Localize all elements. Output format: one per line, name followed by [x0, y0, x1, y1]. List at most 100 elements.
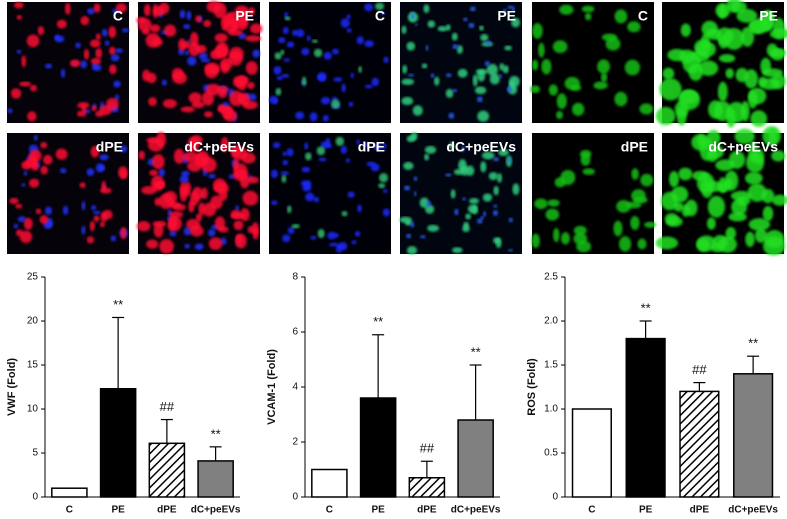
- x-tick-label: PE: [639, 505, 653, 516]
- cell: [556, 110, 564, 120]
- cell: [91, 105, 97, 112]
- cell: [474, 86, 487, 95]
- cell: [366, 161, 376, 167]
- cell: [696, 235, 717, 252]
- cell: [553, 227, 560, 243]
- cell: [7, 108, 13, 114]
- cell: [668, 170, 679, 188]
- x-tick-label: dPE: [417, 505, 437, 516]
- cell: [54, 34, 60, 41]
- cell: [210, 49, 222, 60]
- cell: [401, 25, 407, 34]
- y-tick-label: 25: [27, 272, 39, 283]
- bar: [197, 460, 234, 498]
- cell: [90, 57, 102, 65]
- cell: [161, 79, 167, 86]
- cell: [597, 59, 611, 74]
- cell: [220, 57, 233, 71]
- cell: [456, 45, 463, 54]
- cell: [750, 110, 768, 127]
- cell: [728, 212, 747, 222]
- cell: [676, 106, 687, 126]
- cell: [301, 47, 310, 56]
- cell: [21, 160, 32, 170]
- cell: [401, 78, 415, 86]
- bar: [311, 468, 348, 498]
- x-tick-label: PE: [371, 505, 385, 516]
- cell: [462, 197, 466, 201]
- significance-label: **: [748, 336, 758, 351]
- cell: [200, 157, 217, 173]
- cell: [713, 100, 732, 122]
- cell: [29, 149, 42, 162]
- cell: [707, 195, 726, 218]
- cell: [60, 167, 67, 174]
- cell: [412, 105, 423, 116]
- cell: [593, 81, 608, 90]
- panel-label: dPE: [96, 139, 123, 155]
- cell: [302, 185, 312, 192]
- y-tick-label: 15: [27, 360, 39, 371]
- cell: [286, 205, 292, 214]
- cell: [92, 210, 101, 215]
- cell: [371, 77, 380, 87]
- cell: [89, 220, 96, 232]
- cell: [374, 2, 385, 11]
- cell: [56, 19, 67, 29]
- cell: [401, 96, 414, 106]
- panel-background: [400, 2, 522, 123]
- cell: [502, 8, 507, 14]
- cell: [17, 216, 27, 223]
- cell: [481, 151, 495, 160]
- cell: [448, 112, 455, 119]
- cell: [316, 146, 326, 156]
- cell: [458, 159, 467, 172]
- cell: [538, 42, 545, 58]
- cell: [208, 67, 220, 74]
- cell: [317, 228, 325, 239]
- cell: [736, 8, 758, 23]
- cell: [207, 229, 216, 237]
- cell: [169, 230, 177, 237]
- cell: [762, 236, 786, 256]
- cell: [95, 47, 103, 59]
- cell: [340, 145, 348, 154]
- cell: [273, 65, 282, 75]
- cell: [194, 243, 204, 250]
- cell: [614, 9, 628, 24]
- image-panel: PE: [655, 0, 787, 128]
- cell: [271, 200, 278, 206]
- cell: [109, 64, 117, 75]
- cell: [152, 220, 167, 228]
- cell: [190, 31, 199, 47]
- cell: [354, 230, 361, 237]
- cell: [284, 16, 291, 21]
- cell: [707, 149, 718, 162]
- cell: [83, 48, 90, 60]
- cell: [205, 83, 221, 96]
- cell: [101, 28, 108, 37]
- cell: [323, 51, 332, 60]
- y-tick-label: 2.5: [544, 272, 558, 283]
- cell: [403, 161, 414, 170]
- cell: [766, 43, 778, 57]
- cell: [39, 214, 49, 225]
- bar: [457, 419, 494, 498]
- bar: [625, 337, 666, 498]
- cell: [203, 19, 212, 28]
- cell: [286, 148, 294, 157]
- cell: [499, 74, 503, 79]
- cell: [659, 78, 682, 101]
- cell: [410, 13, 415, 20]
- cell: [64, 2, 71, 15]
- cell: [318, 157, 327, 162]
- cell: [23, 170, 28, 176]
- cell: [242, 100, 258, 110]
- cell: [301, 76, 307, 87]
- cell: [100, 212, 108, 223]
- cell: [754, 228, 768, 243]
- cell: [725, 226, 737, 240]
- cell: [149, 169, 159, 176]
- cell: [479, 25, 484, 31]
- cell: [335, 136, 345, 146]
